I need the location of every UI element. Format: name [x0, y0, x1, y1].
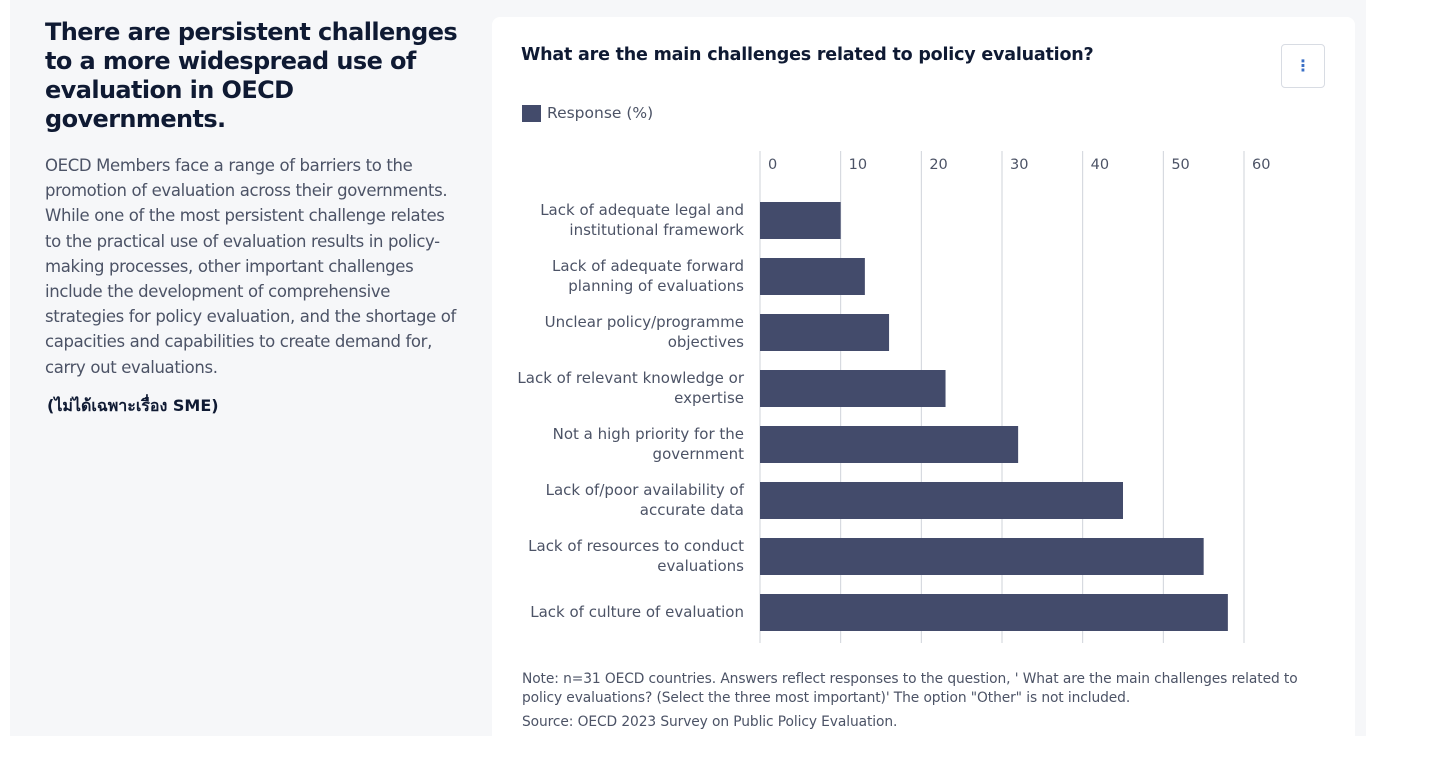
- category-label: Not a high priority for the government: [553, 425, 744, 463]
- chart-legend: Response (%): [522, 104, 653, 122]
- legend-swatch: [522, 104, 541, 122]
- bar[interactable]: [760, 594, 1228, 631]
- x-tick-label: 60: [1252, 157, 1270, 173]
- category-label: Lack of adequate forward planning of eval…: [552, 257, 744, 295]
- x-tick-label: 30: [1010, 157, 1028, 173]
- category-label-line: planning of evaluations: [568, 277, 744, 295]
- chart-note: Note: n=31 OECD countries. Answers refle…: [522, 671, 1298, 706]
- intro-panel: There are persistent challenges to a mor…: [45, 18, 465, 419]
- x-tick-label: 20: [929, 157, 947, 173]
- x-tick-label: 50: [1171, 157, 1189, 173]
- category-label: Unclear policy/programme objectives: [545, 313, 745, 351]
- bar-chart: 0 10 20 30 40 50 60 Lack of adequate legal and i…: [517, 151, 1270, 643]
- bar[interactable]: [760, 538, 1204, 575]
- intro-body: OECD Members face a range of barriers to…: [45, 156, 457, 377]
- category-label-line: Not a high priority for the: [553, 425, 744, 443]
- bar[interactable]: [760, 370, 946, 407]
- category-label-line: Lack of culture of evaluation: [530, 603, 744, 621]
- chart-menu-button[interactable]: ⋮: [1281, 44, 1325, 88]
- category-label: Lack of resources to conduct evaluations: [528, 537, 744, 575]
- bar[interactable]: [760, 426, 1019, 463]
- bar[interactable]: [760, 314, 890, 351]
- category-label-line: objectives: [668, 333, 744, 351]
- category-label: Lack of/poor availability of accurate dat…: [546, 481, 745, 519]
- kebab-menu-icon: ⋮: [1295, 56, 1311, 75]
- chart-source: Source: OECD 2023 Survey on Public Polic…: [522, 714, 898, 730]
- category-label: Lack of relevant knowledge or expertise: [517, 369, 744, 407]
- chart-title: What are the main challenges related to …: [521, 45, 1094, 65]
- category-label-line: Lack of relevant knowledge or: [517, 369, 744, 387]
- bar[interactable]: [760, 202, 841, 239]
- category-label: Lack of culture of evaluation: [530, 603, 744, 621]
- category-label-line: government: [653, 445, 745, 463]
- x-tick-label: 40: [1091, 157, 1109, 173]
- category-label-line: Unclear policy/programme: [545, 313, 744, 331]
- bar[interactable]: [760, 258, 865, 295]
- legend-label: Response (%): [547, 104, 654, 122]
- category-label-line: expertise: [674, 389, 744, 407]
- category-label-line: Lack of adequate legal and: [540, 201, 744, 219]
- category-label: Lack of adequate legal and institutional …: [540, 201, 744, 239]
- category-label-line: Lack of resources to conduct: [528, 537, 744, 555]
- category-label-line: accurate data: [640, 501, 744, 519]
- x-tick-label: 0: [768, 157, 777, 173]
- category-label-line: Lack of/poor availability of: [546, 481, 745, 499]
- x-tick-label: 10: [849, 157, 867, 173]
- category-label-line: Lack of adequate forward: [552, 257, 744, 275]
- category-label-line: evaluations: [657, 557, 744, 575]
- category-label-line: institutional framework: [569, 221, 744, 239]
- intro-headline: There are persistent challenges to a mor…: [45, 18, 458, 133]
- chart-card: What are the main challenges related to …: [492, 17, 1355, 747]
- bar[interactable]: [760, 482, 1123, 519]
- thai-note: (ไม่ได้เฉพาะเรื่อง SME): [47, 395, 219, 415]
